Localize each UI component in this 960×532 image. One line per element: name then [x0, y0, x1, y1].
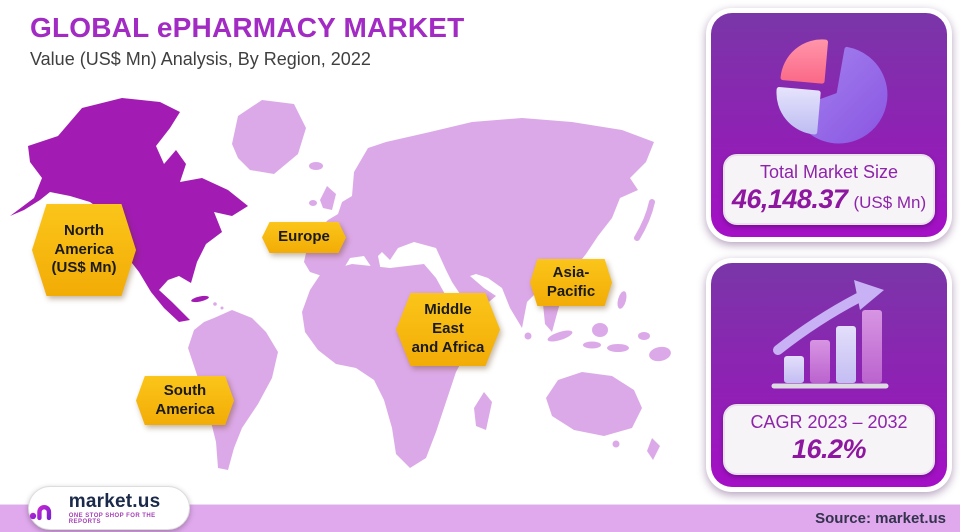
caribbean-island: [220, 306, 224, 310]
ireland-landmass: [309, 200, 317, 206]
growth-arrow-icon: [773, 292, 863, 355]
market-us-logo-icon: [29, 501, 63, 521]
region-north-america-shape: [10, 98, 248, 322]
new-guinea-landmass: [649, 346, 671, 362]
south-america-landmass: [188, 310, 278, 470]
region-label-middle-east-africa: Middle East and Africa: [396, 293, 500, 366]
icon-area: [766, 273, 892, 404]
stat-value-line: 16.2%: [729, 434, 929, 465]
region-label-south-america: South America: [136, 376, 234, 425]
logo-name: market.us: [68, 490, 161, 512]
logo-tagline: ONE STOP SHOP FOR THE REPORTS: [68, 512, 156, 525]
cagr-panel: CAGR 2023 – 2032 16.2%: [706, 258, 952, 492]
stat-value: 16.2%: [791, 434, 867, 464]
bar-2: [810, 339, 830, 383]
region-label-north-america: North America (US$ Mn): [32, 204, 136, 296]
stat-value: 46,148.37: [731, 184, 848, 214]
region-label-text: North America (US$ Mn): [32, 204, 136, 296]
japan-landmass: [634, 199, 655, 241]
stat-label: CAGR 2023 – 2032: [750, 412, 908, 432]
philippines-landmass: [617, 291, 627, 309]
market-us-logo[interactable]: market.us ONE STOP SHOP FOR THE REPORTS: [28, 486, 190, 530]
bar-1: [784, 355, 804, 383]
stat-label: Total Market Size: [759, 162, 899, 182]
indonesia-island: [607, 344, 629, 352]
growth-arrow-head: [854, 279, 884, 310]
header: GLOBAL ePHARMACY MARKET Value (US$ Mn) A…: [30, 12, 464, 70]
java-landmass: [583, 341, 601, 349]
madagascar-landmass: [474, 392, 492, 430]
bar-4: [862, 309, 882, 383]
stat-value-line: 46,148.37 (US$ Mn): [729, 184, 929, 215]
icon-area: [770, 23, 888, 154]
sulawesi-landmass: [638, 332, 650, 340]
bar-3: [836, 325, 856, 383]
new-zealand-landmass: [647, 438, 660, 460]
logo-text-block: market.us ONE STOP SHOP FOR THE REPORTS: [69, 492, 189, 525]
total-market-size-box: Total Market Size 46,148.37 (US$ Mn): [723, 154, 935, 225]
region-label-text: Europe: [262, 222, 346, 253]
total-market-size-panel-body: Total Market Size 46,148.37 (US$ Mn): [711, 13, 947, 237]
greenland-landmass: [232, 100, 306, 174]
iceland-landmass: [309, 162, 323, 170]
stat-unit: (US$ Mn): [853, 193, 927, 212]
pie-chart-icon: [776, 38, 888, 143]
page-subtitle: Value (US$ Mn) Analysis, By Region, 2022: [30, 49, 371, 69]
cagr-panel-body: CAGR 2023 – 2032 16.2%: [711, 263, 947, 487]
region-label-text: South America: [136, 376, 234, 425]
region-label-text: Asia- Pacific: [530, 259, 612, 306]
caribbean-island: [213, 302, 217, 306]
tasmania-landmass: [612, 440, 620, 448]
source-text: Source: market.us: [815, 510, 946, 527]
region-label-europe: Europe: [262, 222, 346, 253]
page-title: GLOBAL ePHARMACY MARKET: [30, 12, 465, 43]
borneo-landmass: [592, 323, 608, 337]
total-market-size-panel: Total Market Size 46,148.37 (US$ Mn): [706, 8, 952, 242]
sri-lanka-landmass: [524, 332, 532, 340]
region-label-asia-pacific: Asia- Pacific: [530, 259, 612, 306]
uk-landmass: [320, 186, 336, 210]
cagr-box: CAGR 2023 – 2032 16.2%: [723, 404, 935, 475]
sumatra-landmass: [547, 330, 573, 342]
cuba-shape: [191, 295, 209, 303]
growth-bar-chart-icon: [771, 279, 889, 388]
region-label-text: Middle East and Africa: [396, 293, 500, 366]
australia-landmass: [546, 372, 642, 436]
